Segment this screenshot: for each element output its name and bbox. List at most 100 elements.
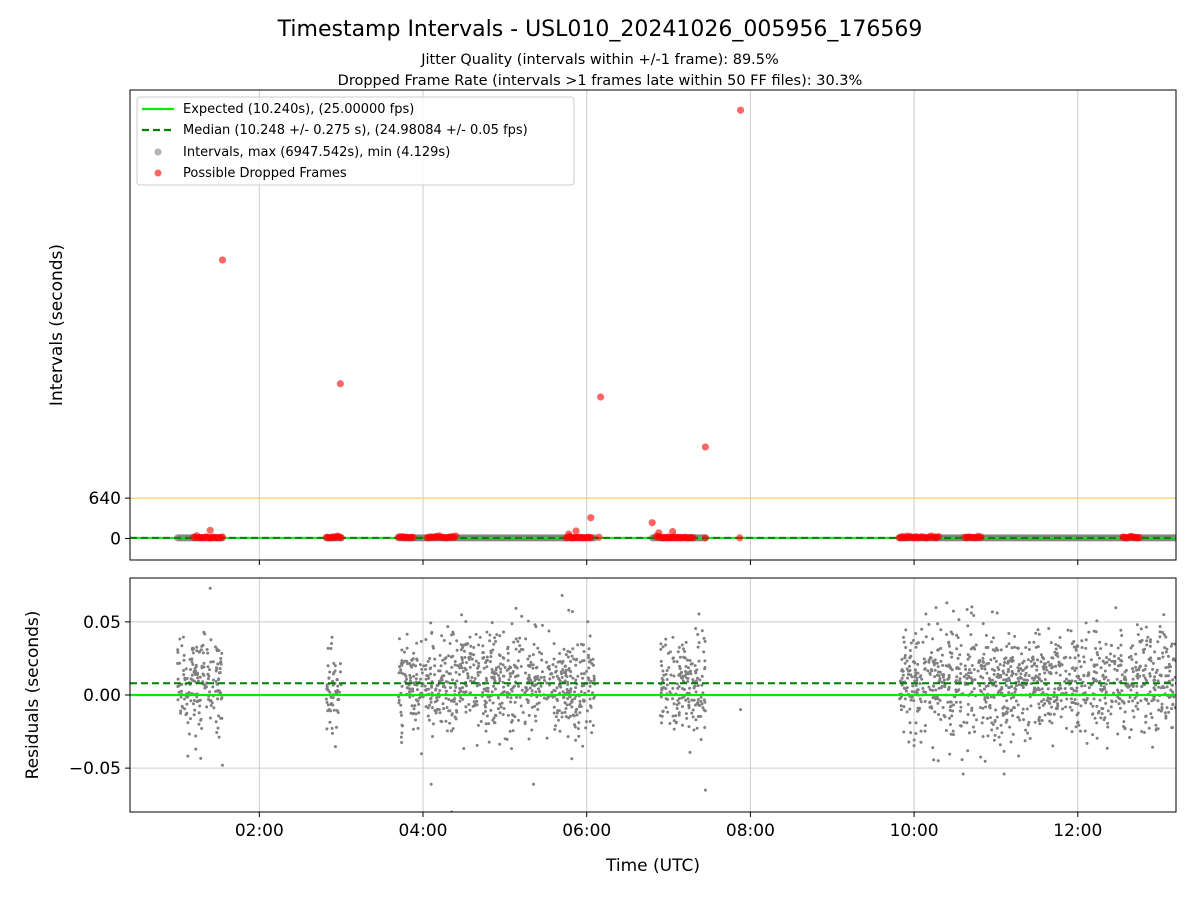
- residual-point: [915, 642, 919, 646]
- residual-point: [184, 667, 188, 671]
- residual-point: [697, 641, 701, 645]
- residual-point: [468, 665, 472, 669]
- residual-point: [1053, 650, 1057, 654]
- residual-point: [936, 648, 940, 652]
- residual-point: [434, 711, 438, 715]
- residual-point: [1019, 666, 1023, 670]
- residual-point: [568, 703, 572, 707]
- residual-point: [1087, 686, 1091, 690]
- residual-point: [696, 633, 700, 637]
- residual-point: [967, 671, 971, 675]
- residual-point: [1167, 679, 1171, 683]
- residual-point: [1105, 660, 1109, 664]
- residual-point: [991, 648, 995, 652]
- residual-point: [561, 690, 565, 694]
- residual-point: [193, 673, 197, 677]
- residual-point: [1069, 629, 1073, 633]
- residual-point: [560, 711, 564, 715]
- residual-point: [909, 731, 913, 735]
- residual-point: [1128, 695, 1132, 699]
- residual-point: [205, 647, 209, 651]
- residual-point: [438, 669, 442, 673]
- residual-point: [937, 686, 941, 690]
- residual-point: [584, 720, 588, 724]
- residual-point: [1084, 638, 1088, 642]
- residual-point: [554, 724, 558, 728]
- residual-point: [965, 721, 969, 725]
- residual-point: [1048, 719, 1052, 723]
- residual-point: [206, 677, 210, 681]
- residual-point: [502, 630, 506, 634]
- residual-point: [688, 658, 692, 662]
- residual-point: [575, 707, 579, 711]
- intervals-marks: [130, 106, 1176, 542]
- residual-point: [986, 646, 990, 650]
- residual-point: [970, 605, 974, 609]
- residual-point: [1115, 677, 1119, 681]
- residual-point: [696, 697, 700, 701]
- residual-point: [962, 675, 966, 679]
- residual-point: [182, 673, 186, 677]
- residual-point: [695, 668, 699, 672]
- residual-point: [664, 687, 668, 691]
- residual-point: [995, 726, 999, 730]
- residual-point: [691, 708, 695, 712]
- residual-point: [202, 630, 206, 634]
- residual-point: [324, 697, 328, 701]
- residual-point: [550, 690, 554, 694]
- residual-point: [328, 720, 332, 724]
- residual-point: [559, 685, 563, 689]
- residual-point: [935, 673, 939, 677]
- residual-point: [560, 661, 564, 665]
- residual-point: [414, 698, 418, 702]
- residual-point: [683, 656, 687, 660]
- residual-point: [1133, 696, 1137, 700]
- residual-point: [1005, 718, 1009, 722]
- residual-point: [691, 715, 695, 719]
- residual-point: [533, 679, 537, 683]
- residual-point: [526, 677, 530, 681]
- residual-point: [904, 628, 908, 632]
- residual-point: [1007, 676, 1011, 680]
- residual-point: [557, 677, 561, 681]
- residual-point: [931, 637, 935, 641]
- residual-point: [538, 690, 542, 694]
- residual-point: [552, 705, 556, 709]
- residual-point: [1156, 640, 1160, 644]
- residual-point: [197, 722, 201, 726]
- residual-point: [518, 644, 522, 648]
- residual-point: [495, 633, 499, 637]
- residual-point: [984, 633, 988, 637]
- residual-point: [936, 665, 940, 669]
- residual-point: [1013, 690, 1017, 694]
- dropped-outlier-3: [701, 443, 709, 451]
- residual-point: [472, 663, 476, 667]
- residual-point: [178, 637, 182, 641]
- residual-point: [918, 675, 922, 679]
- residual-point: [481, 690, 485, 694]
- residual-point: [973, 678, 977, 682]
- residual-point: [497, 674, 501, 678]
- bottom-y-tick-label-0: 0.05: [83, 613, 121, 633]
- residual-point: [990, 728, 994, 732]
- residual-point: [1021, 707, 1025, 711]
- residual-point: [439, 664, 443, 668]
- residual-point: [424, 667, 428, 671]
- residual-point: [470, 657, 474, 661]
- residual-point: [489, 708, 493, 712]
- residual-point: [202, 665, 206, 669]
- residual-point: [464, 710, 468, 714]
- residual-point: [545, 681, 549, 685]
- residual-point: [686, 672, 690, 676]
- residual-point: [955, 675, 959, 679]
- residual-point: [534, 719, 538, 723]
- residual-point: [430, 691, 434, 695]
- residual-point: [530, 705, 534, 709]
- residual-point: [461, 669, 465, 673]
- residual-point: [909, 698, 913, 702]
- residual-point: [513, 715, 517, 719]
- residual-point: [573, 725, 577, 729]
- residual-point: [1152, 678, 1156, 682]
- residual-point: [1106, 721, 1110, 725]
- residual-point: [1135, 668, 1139, 672]
